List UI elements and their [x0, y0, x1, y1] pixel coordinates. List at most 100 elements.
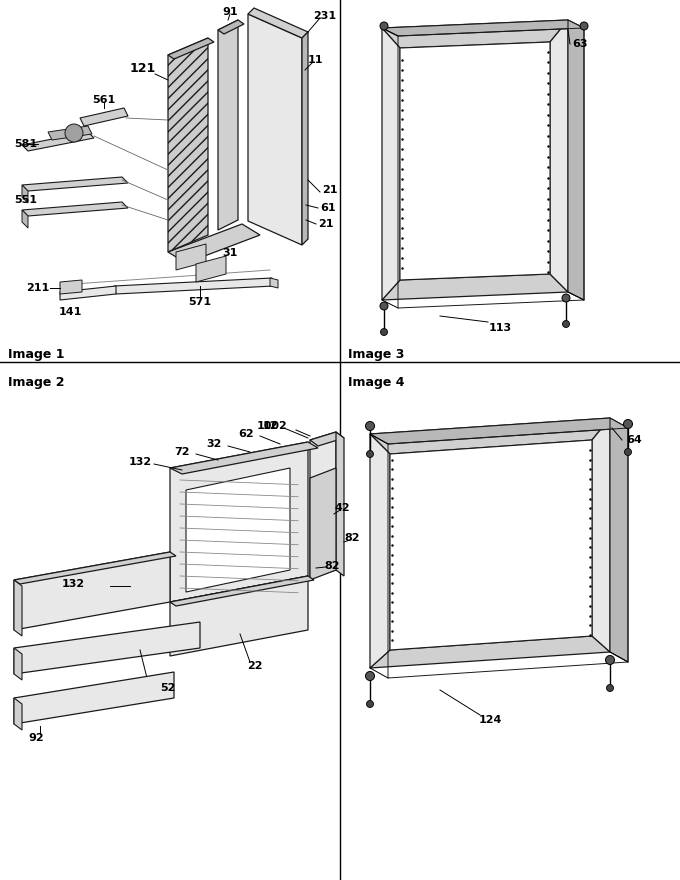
Text: 132: 132	[62, 579, 85, 589]
Text: 72: 72	[174, 447, 190, 457]
Polygon shape	[400, 42, 550, 280]
Polygon shape	[382, 20, 584, 36]
Polygon shape	[168, 224, 260, 263]
Polygon shape	[14, 622, 200, 674]
Text: 581: 581	[14, 139, 37, 149]
Polygon shape	[14, 552, 176, 584]
Text: 32: 32	[206, 439, 222, 449]
Circle shape	[562, 294, 570, 302]
Text: 11: 11	[307, 55, 323, 65]
Circle shape	[366, 671, 375, 680]
Text: 1002: 1002	[256, 421, 288, 431]
Polygon shape	[370, 434, 390, 668]
Polygon shape	[592, 418, 610, 652]
Polygon shape	[270, 278, 278, 288]
Text: Image 3: Image 3	[348, 348, 405, 361]
Text: Image 4: Image 4	[348, 376, 405, 389]
Text: 92: 92	[28, 733, 44, 743]
Polygon shape	[22, 185, 28, 203]
Circle shape	[381, 328, 388, 335]
Polygon shape	[60, 286, 116, 300]
Polygon shape	[310, 468, 336, 580]
Text: 231: 231	[313, 11, 337, 21]
Polygon shape	[60, 280, 82, 294]
Text: 571: 571	[188, 297, 211, 307]
Polygon shape	[568, 20, 584, 300]
Circle shape	[605, 656, 615, 664]
Polygon shape	[22, 132, 94, 151]
Text: 113: 113	[488, 323, 511, 333]
Polygon shape	[302, 32, 308, 245]
Text: Image 2: Image 2	[8, 376, 65, 389]
Polygon shape	[168, 38, 214, 59]
Circle shape	[367, 451, 373, 458]
Text: 63: 63	[572, 39, 588, 49]
Polygon shape	[22, 202, 128, 216]
Text: Image 1: Image 1	[8, 348, 65, 361]
Text: 82: 82	[344, 533, 360, 543]
Text: 211: 211	[27, 283, 50, 293]
Circle shape	[580, 22, 588, 30]
Text: 124: 124	[478, 715, 502, 725]
Polygon shape	[114, 278, 274, 294]
Text: 42: 42	[334, 503, 350, 513]
Polygon shape	[310, 432, 336, 578]
Polygon shape	[48, 126, 92, 140]
Polygon shape	[14, 648, 22, 680]
Text: 141: 141	[58, 307, 82, 317]
Polygon shape	[610, 418, 628, 662]
Circle shape	[624, 449, 632, 456]
Polygon shape	[382, 28, 400, 300]
Polygon shape	[390, 440, 592, 650]
Polygon shape	[22, 177, 128, 191]
Polygon shape	[196, 256, 226, 282]
Polygon shape	[218, 20, 238, 230]
Polygon shape	[176, 244, 206, 270]
Polygon shape	[80, 108, 128, 126]
Polygon shape	[370, 636, 610, 668]
Text: 31: 31	[222, 248, 238, 258]
Polygon shape	[14, 580, 22, 636]
Circle shape	[380, 302, 388, 310]
Text: 561: 561	[92, 95, 116, 105]
Text: 21: 21	[322, 185, 338, 195]
Text: 132: 132	[129, 457, 152, 467]
Text: 61: 61	[320, 203, 336, 213]
Circle shape	[366, 422, 375, 430]
Polygon shape	[22, 210, 28, 228]
Polygon shape	[14, 698, 22, 730]
Polygon shape	[170, 442, 318, 474]
Circle shape	[624, 420, 632, 429]
Polygon shape	[382, 20, 568, 48]
Text: 551: 551	[14, 195, 37, 205]
Text: 91: 91	[222, 7, 238, 17]
Polygon shape	[382, 274, 568, 300]
Text: 21: 21	[318, 219, 334, 229]
Circle shape	[367, 700, 373, 708]
Polygon shape	[14, 552, 170, 630]
Polygon shape	[370, 418, 610, 454]
Text: 121: 121	[130, 62, 156, 75]
Polygon shape	[370, 418, 628, 444]
Polygon shape	[248, 14, 302, 245]
Polygon shape	[336, 432, 344, 576]
Polygon shape	[170, 576, 308, 656]
Circle shape	[380, 22, 388, 30]
Polygon shape	[186, 468, 290, 592]
Text: 12: 12	[262, 421, 277, 431]
Polygon shape	[168, 38, 208, 252]
Polygon shape	[170, 576, 314, 606]
Polygon shape	[550, 20, 568, 292]
Circle shape	[65, 124, 83, 142]
Circle shape	[607, 685, 613, 692]
Polygon shape	[310, 432, 344, 446]
Text: 22: 22	[248, 661, 262, 671]
Text: 82: 82	[324, 561, 340, 571]
Circle shape	[562, 320, 570, 327]
Polygon shape	[218, 20, 244, 34]
Polygon shape	[170, 442, 308, 602]
Polygon shape	[14, 672, 174, 724]
Text: 64: 64	[626, 435, 642, 445]
Text: 62: 62	[238, 429, 254, 439]
Text: 52: 52	[160, 683, 175, 693]
